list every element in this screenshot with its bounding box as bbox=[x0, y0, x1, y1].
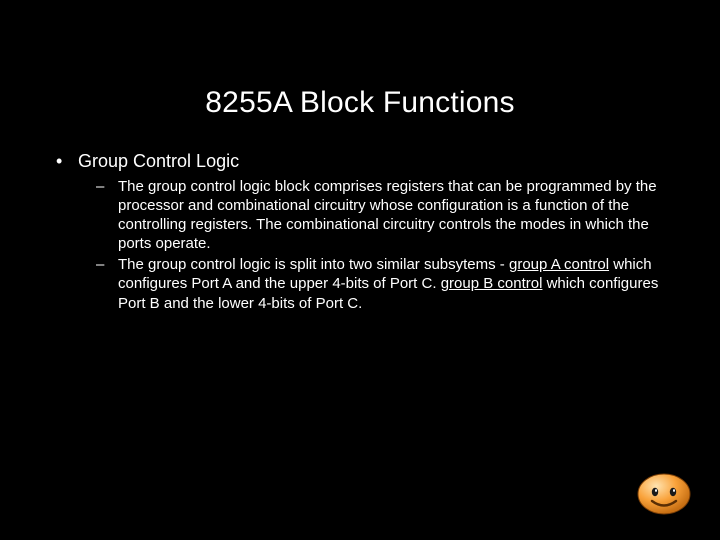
sub2-group-b: group B control bbox=[441, 275, 543, 292]
smiley-icon bbox=[632, 470, 696, 518]
slide: 8255A Block Functions Group Control Logi… bbox=[0, 0, 720, 540]
bullet-list-level1: Group Control Logic The group control lo… bbox=[50, 150, 670, 313]
slide-title: 8255A Block Functions bbox=[0, 86, 720, 120]
sub-bullet-2: The group control logic is split into tw… bbox=[118, 255, 670, 313]
sub-bullet-1: The group control logic block comprises … bbox=[118, 177, 670, 254]
bullet-heading: Group Control Logic The group control lo… bbox=[78, 150, 670, 313]
sub2-group-a: group A control bbox=[509, 256, 609, 273]
slide-body: Group Control Logic The group control lo… bbox=[50, 150, 670, 319]
bullet-list-level2: The group control logic block comprises … bbox=[78, 177, 670, 313]
heading-text: Group Control Logic bbox=[78, 151, 239, 171]
sub2-part-a: The group control logic is split into tw… bbox=[118, 256, 509, 273]
